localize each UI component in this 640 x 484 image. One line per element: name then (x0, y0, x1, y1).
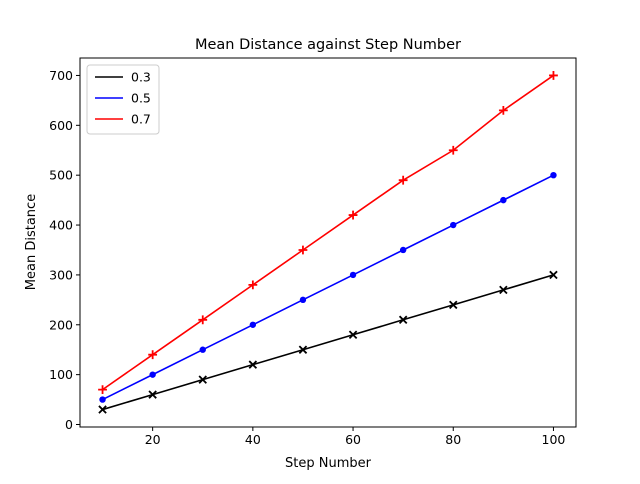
data-point-0.5 (299, 296, 307, 304)
data-point-0.5 (249, 321, 257, 328)
data-point-0.7 (248, 280, 258, 290)
data-point-0.3 (98, 405, 107, 414)
x-axis-label: Step Number (285, 456, 372, 471)
y-tick-label: 500 (49, 168, 73, 183)
data-point-0.5 (99, 396, 106, 403)
x-tick-label: 20 (145, 432, 161, 447)
series-line-0.7 (102, 74, 554, 391)
axes-frame (79, 57, 577, 428)
data-point-0.5 (399, 246, 407, 254)
data-point-0.3 (549, 270, 558, 280)
data-point-0.3 (449, 300, 458, 310)
data-point-0.7 (348, 210, 358, 220)
data-point-0.3 (398, 315, 408, 325)
x-tick-label: 40 (245, 432, 261, 447)
data-point-0.5 (500, 196, 507, 204)
data-point-0.3 (499, 285, 508, 295)
data-point-0.7 (98, 385, 107, 395)
x-tick-label: 80 (445, 432, 461, 447)
series-line-0.5 (102, 174, 554, 401)
y-tick-label: 300 (49, 267, 73, 282)
series-line-0.3 (102, 274, 554, 411)
data-point-0.7 (498, 105, 508, 115)
plot-area: 20 40 60 80 100 0 100 200 300 400 500 600 700 (49, 68, 565, 447)
data-point-0.7 (298, 245, 308, 255)
legend-label-0.3: 0.3 (131, 70, 151, 85)
data-point-0.7 (398, 175, 408, 185)
y-tick-label: 400 (49, 218, 73, 233)
data-point-0.7 (198, 315, 208, 325)
data-point-0.5 (450, 221, 457, 229)
data-point-0.3 (348, 330, 358, 339)
data-point-0.5 (550, 171, 557, 179)
y-tick-label: 200 (49, 317, 73, 332)
chart-title: Mean Distance against Step Number (195, 37, 461, 53)
data-point-0.3 (248, 360, 258, 369)
y-tick-label: 100 (49, 367, 73, 382)
y-tick-label: 600 (49, 118, 73, 133)
data-point-0.5 (149, 371, 156, 378)
data-point-0.3 (198, 375, 207, 384)
data-point-0.7 (148, 350, 158, 360)
data-point-0.5 (199, 346, 206, 353)
data-point-0.7 (448, 145, 458, 155)
data-point-0.3 (298, 345, 308, 354)
legend: 0.3 0.5 0.7 (86, 64, 160, 135)
legend-label-0.7: 0.7 (131, 112, 151, 127)
x-tick-label: 100 (542, 432, 566, 447)
data-point-0.5 (349, 271, 357, 279)
data-point-0.3 (148, 390, 157, 399)
data-point-0.7 (549, 71, 558, 80)
y-tick-label: 700 (49, 68, 73, 83)
legend-box (86, 64, 160, 135)
y-axis-label: Mean Distance (24, 194, 39, 290)
legend-label-0.5: 0.5 (131, 91, 151, 106)
y-tick-label: 0 (65, 417, 73, 432)
x-tick-label: 60 (345, 432, 361, 447)
